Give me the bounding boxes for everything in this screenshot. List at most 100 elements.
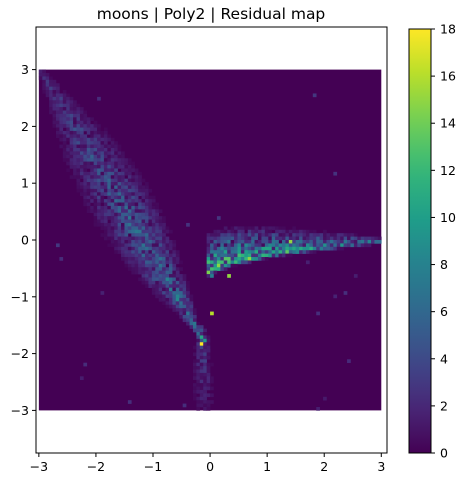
heatmap-cell: [100, 189, 104, 193]
heatmap-cell: [203, 339, 207, 343]
heatmap-cell: [207, 247, 211, 251]
heatmap-cell: [131, 185, 135, 189]
heatmap-cell: [316, 233, 320, 237]
heatmap-cell: [292, 233, 296, 237]
heatmap-cell: [118, 165, 122, 169]
heatmap-cell: [255, 257, 259, 261]
heatmap-cell: [200, 335, 204, 339]
heatmap-cell: [70, 138, 74, 142]
heatmap-cell: [248, 240, 252, 244]
heatmap-cell: [193, 363, 197, 367]
heatmap-cell: [210, 254, 214, 258]
heatmap-cell: [100, 226, 104, 230]
heatmap-cell: [176, 254, 180, 258]
heatmap-cell: [203, 352, 207, 356]
heatmap-cell: [59, 114, 63, 118]
heatmap-cell: [323, 240, 327, 244]
heatmap-cell: [357, 240, 361, 244]
heatmap-cell: [80, 121, 84, 125]
heatmap-cell: [145, 209, 149, 213]
heatmap-cell: [241, 250, 245, 254]
heatmap-cell: [70, 141, 74, 145]
heatmap-cell: [138, 179, 142, 183]
heatmap-cell: [145, 250, 149, 254]
heatmap-cell: [142, 237, 146, 241]
heatmap-cell: [203, 376, 207, 380]
heatmap-cell: [251, 247, 255, 251]
heatmap-cell: [200, 346, 204, 350]
heatmap-cell: [83, 141, 87, 145]
heatmap-cell: [104, 209, 108, 213]
heatmap-cell: [53, 93, 57, 97]
heatmap-cell: [128, 260, 132, 264]
heatmap-cell: [97, 209, 101, 213]
heatmap-cell: [39, 73, 43, 77]
heatmap-cell: [128, 220, 132, 224]
heatmap-cell: [104, 213, 108, 217]
heatmap-cell: [138, 220, 142, 224]
heatmap-cell: [306, 250, 310, 254]
heatmap-cell: [207, 356, 211, 360]
heatmap-cell: [285, 233, 289, 237]
heatmap-cell: [162, 260, 166, 264]
heatmap-cell: [97, 162, 101, 166]
colorbar-tick-label: 4: [440, 351, 448, 366]
heatmap-cell: [333, 243, 337, 247]
heatmap-cell: [121, 254, 125, 258]
heatmap-cell: [330, 243, 334, 247]
x-tick-label: −3: [30, 459, 48, 474]
heatmap-cell: [159, 220, 163, 224]
heatmap-cell: [97, 124, 101, 128]
heatmap-cell: [333, 247, 337, 251]
heatmap-cell: [244, 257, 248, 261]
heatmap-cell: [138, 237, 142, 241]
heatmap-cell: [90, 185, 94, 189]
heatmap-cell: [152, 267, 156, 271]
heatmap-cell: [118, 148, 122, 152]
heatmap-cell: [289, 250, 293, 254]
heatmap-cell: [131, 240, 135, 244]
heatmap-cell: [159, 264, 163, 268]
heatmap-cell: [80, 128, 84, 132]
heatmap-cell: [46, 73, 50, 77]
heatmap-cell: [66, 145, 70, 149]
heatmap-cell: [166, 305, 170, 309]
heatmap-cell: [66, 162, 70, 166]
heatmap-cell: [114, 192, 118, 196]
heatmap-cell: [237, 254, 241, 258]
heatmap-cell: [193, 346, 197, 350]
heatmap-cell: [104, 148, 108, 152]
heatmap-cell: [261, 240, 265, 244]
heatmap-cell: [340, 243, 344, 247]
heatmap-cell: [87, 138, 91, 142]
heatmap-cell: [224, 264, 228, 268]
heatmap-cell: [77, 155, 81, 159]
heatmap-cell: [296, 230, 300, 234]
heatmap-cell: [138, 250, 142, 254]
heatmap-cell: [83, 189, 87, 193]
heatmap-cell: [73, 138, 77, 142]
heatmap-cell: [292, 247, 296, 251]
heatmap-cell: [83, 128, 87, 132]
heatmap-cell: [344, 243, 348, 247]
heatmap-cell: [248, 254, 252, 258]
heatmap-cell: [296, 247, 300, 251]
heatmap-cell: [70, 111, 74, 115]
heatmap-cell: [224, 230, 228, 234]
heatmap-cell: [224, 237, 228, 241]
heatmap-cell: [296, 233, 300, 237]
heatmap-cell: [196, 352, 200, 356]
heatmap-cell: [275, 230, 279, 234]
heatmap-cell: [131, 250, 135, 254]
heatmap-cell: [224, 267, 228, 271]
heatmap-cell: [255, 243, 259, 247]
heatmap-cell: [162, 257, 166, 261]
heatmap-cell: [131, 189, 135, 193]
heatmap-cell: [176, 305, 180, 309]
heatmap-cell: [111, 179, 115, 183]
heatmap-cell: [210, 380, 214, 384]
heatmap-cell: [100, 206, 104, 210]
heatmap-cell: [124, 209, 128, 213]
heatmap-cell: [224, 257, 228, 261]
heatmap-cell: [77, 148, 81, 152]
